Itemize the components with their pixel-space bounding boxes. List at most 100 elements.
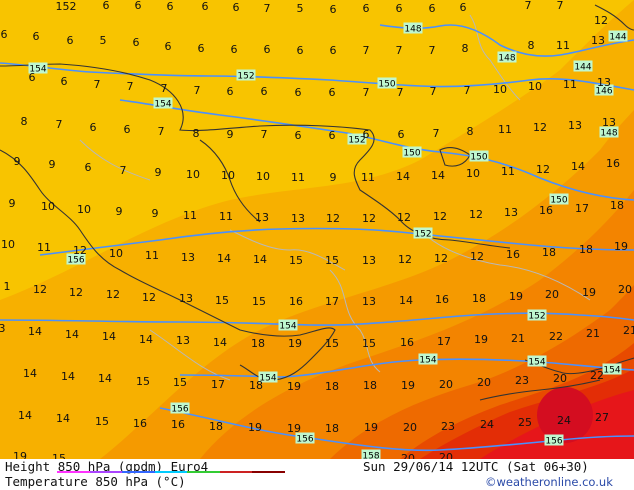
temperature-label: 21: [586, 327, 600, 340]
credit-link[interactable]: ©weatheronline.co.uk: [485, 475, 613, 489]
height-label: 154: [602, 363, 622, 376]
height-label-box: [413, 227, 433, 239]
temperature-label: 6: [135, 0, 142, 12]
height-label: 150: [549, 193, 569, 206]
height-label: 144: [608, 30, 628, 43]
temperature-label: 6: [61, 75, 68, 88]
temperature-label: 8: [467, 125, 474, 138]
temperature-label: 9: [155, 166, 162, 179]
temperature-label: 14: [431, 169, 445, 182]
temp-level: 850: [95, 474, 118, 489]
temperature-label: 12: [434, 252, 448, 265]
temperature-label: 7: [120, 164, 127, 177]
height-label-text: 154: [259, 374, 276, 384]
height-label: 154: [258, 371, 278, 384]
temperature-label: 11: [37, 241, 51, 254]
temperature-label: 10: [77, 203, 91, 216]
height-label: 154: [527, 355, 547, 368]
height-label-text: 154: [154, 100, 171, 110]
temperature-label: 6: [202, 0, 209, 13]
temperature-label: 16: [435, 293, 449, 306]
legend-bar-segment: [219, 471, 253, 473]
temperature-label: 15: [173, 376, 187, 389]
legend: Height 850 hPa (gpdm) Euro4 Temperature …: [0, 459, 634, 490]
temperature-label: 8: [462, 42, 469, 55]
temperature-label: 7: [433, 127, 440, 140]
temperature-label: 19: [287, 422, 301, 435]
temperature-label: 6: [198, 42, 205, 55]
temperature-label: 17: [325, 295, 339, 308]
height-label-text: 146: [595, 87, 612, 97]
temperature-label: 15: [289, 254, 303, 267]
temperature-label: 1: [4, 280, 11, 293]
height-label-box: [347, 133, 367, 145]
temperature-label: 6: [363, 2, 370, 15]
temperature-label: 12: [106, 288, 120, 301]
temperature-label: 9: [227, 128, 234, 141]
height-label-text: 154: [528, 358, 545, 368]
temperature-label: 14: [213, 336, 227, 349]
height-label: 156: [66, 253, 86, 266]
height-label: 158: [361, 449, 381, 459]
temperature-label: 7: [396, 44, 403, 57]
temperature-label: 6: [167, 0, 174, 13]
temperature-label: 6: [227, 85, 234, 98]
temperature-label: 21: [511, 332, 525, 345]
temperature-label: 12: [362, 212, 376, 225]
temperature-label: 7: [56, 118, 63, 131]
temperature-label: 10: [109, 247, 123, 260]
height-label-text: 148: [498, 54, 515, 64]
temperature-label: 13: [504, 206, 518, 219]
height-label-box: [497, 51, 517, 63]
height-label-text: 152: [237, 72, 254, 82]
height-label: 150: [377, 77, 397, 90]
height-label-text: 150: [470, 153, 487, 163]
temperature-label: 19: [474, 333, 488, 346]
temperature-label: 13: [179, 292, 193, 305]
temperature-label: 24: [480, 418, 494, 431]
temperature-label: 13: [362, 295, 376, 308]
legend-color-bar: [57, 471, 285, 473]
temperature-label: 7: [557, 0, 564, 12]
temperature-label: 12: [69, 286, 83, 299]
height-label: 148: [497, 51, 517, 64]
height-label: 152: [413, 227, 433, 240]
temperature-label: 17: [211, 378, 225, 391]
temperature-label: 11: [219, 210, 233, 223]
temp-prefix: Temperature: [5, 474, 96, 489]
height-label-text: 150: [378, 80, 395, 90]
temperature-label: 6: [103, 0, 110, 12]
temperature-label: 6: [329, 129, 336, 142]
temperature-label: 14: [102, 330, 116, 343]
height-label: 148: [599, 126, 619, 139]
temperature-labels: 152 6 6 6 6 6 7 5 6 6 6 6 6 7 76 6 6 5 6 6 6 6 6 6 6 7 7 7 8 8 11 13126…: [0, 0, 634, 459]
height-label-box: [469, 150, 489, 162]
height-label-text: 156: [545, 437, 562, 447]
temperature-label: 15: [325, 254, 339, 267]
temperature-label: 6: [398, 128, 405, 141]
temperature-label: 18: [251, 337, 265, 350]
height-label: 154: [28, 62, 48, 75]
height-label-text: 152: [414, 230, 431, 240]
temperature-label: 20: [545, 288, 559, 301]
temperature-label: 18: [325, 380, 339, 393]
height-label-box: [295, 432, 315, 444]
temperature-label: 11: [498, 123, 512, 136]
height-label-box: [403, 22, 423, 34]
temperature-label: 7: [261, 128, 268, 141]
temperature-label: 13: [602, 116, 616, 129]
height-label-text: 148: [404, 25, 421, 35]
height-label-text: 156: [67, 256, 84, 266]
temp-units: hPa (°C): [117, 474, 186, 489]
height-label-box: [278, 319, 298, 331]
temperature-label: 10: [186, 168, 200, 181]
height-label-box: [361, 449, 381, 459]
temperature-label: 11: [145, 249, 159, 262]
height-label-box: [527, 355, 547, 367]
temperature-label: 20: [553, 372, 567, 385]
temperature-label: 14: [571, 160, 585, 173]
temperature-label: 7: [161, 82, 168, 95]
height-legend-line: Height 850 hPa (gpdm) Euro4: [5, 459, 208, 474]
height-label-text: 154: [29, 65, 46, 75]
